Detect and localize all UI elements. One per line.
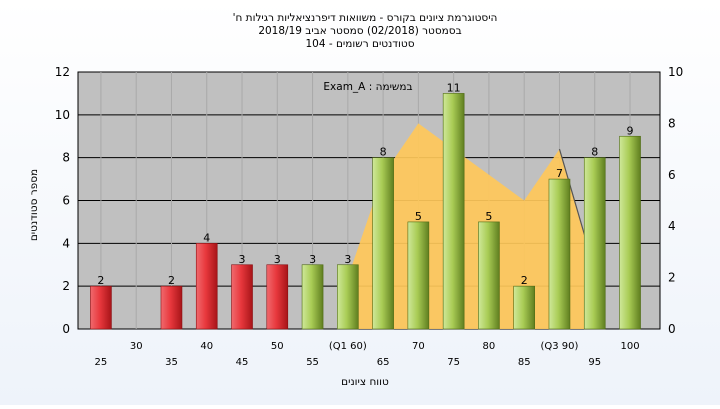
chart-annotation: במשימה : Exam_A — [323, 81, 412, 93]
y-tick-label: 6 — [62, 194, 70, 208]
bar — [337, 264, 359, 330]
x-tick-label: 25 — [95, 357, 108, 368]
y2-tick-label: 4 — [668, 219, 676, 233]
bar — [583, 157, 606, 330]
y2-tick-label: 6 — [668, 168, 676, 182]
x-tick-label: 85 — [518, 357, 531, 368]
y2-axis-ticks: 0 2 4 6 8 10 — [668, 65, 683, 336]
x-tick-label: 55 — [306, 357, 319, 368]
bars-group — [90, 93, 641, 330]
x-tick-label: (Q1 60) — [329, 341, 367, 352]
bar — [478, 221, 500, 330]
bar-value-label: 11 — [447, 81, 461, 94]
bar — [548, 178, 571, 330]
y-tick-label: 0 — [62, 322, 70, 336]
bar-value-label: 3 — [239, 253, 246, 266]
bar-value-label: 3 — [274, 253, 281, 266]
y2-tick-label: 8 — [668, 116, 676, 130]
bar-value-label: 2 — [168, 274, 175, 287]
y-axis-ticks: 0 2 4 6 8 10 12 — [55, 65, 70, 336]
bar — [372, 157, 394, 330]
bar — [442, 93, 465, 330]
bar — [619, 135, 641, 330]
bar — [407, 221, 430, 330]
x-tick-label: 100 — [620, 341, 639, 352]
y2-tick-label: 10 — [668, 65, 683, 79]
bar-value-label: 8 — [380, 146, 387, 159]
bar-value-label: 3 — [344, 253, 351, 266]
x-axis-label: טווח ציונים — [341, 376, 389, 388]
bar — [513, 285, 536, 330]
bar-value-label: 3 — [309, 253, 316, 266]
y-tick-label: 2 — [62, 279, 70, 293]
x-tick-label: 30 — [130, 341, 143, 352]
bar-value-label: 2 — [521, 274, 528, 287]
x-tick-label: 80 — [483, 341, 496, 352]
bar — [266, 264, 289, 330]
bar-value-label: 7 — [556, 167, 563, 180]
bar-value-label: 9 — [627, 124, 634, 137]
y-tick-label: 8 — [62, 151, 70, 165]
chart-title-line-2: בסמסטר (02/2018) סמסטר אביב 2018/19 — [258, 25, 461, 37]
x-tick-label: (Q3 90) — [540, 341, 578, 352]
bar — [231, 264, 253, 330]
x-tick-label: 65 — [377, 357, 390, 368]
bar-labels-group: 2 2 4 3 3 3 3 8 5 11 5 2 7 8 9 — [97, 81, 633, 287]
x-tick-label: 70 — [412, 341, 425, 352]
x-tick-label: 40 — [200, 341, 213, 352]
bar-value-label: 5 — [485, 210, 492, 223]
x-axis-ticks: 25 30 35 40 45 50 55 (Q1 60) 65 70 75 80 85 (Q3 90) 95… — [95, 341, 640, 368]
x-tick-label: 35 — [165, 357, 178, 368]
bar-value-label: 5 — [415, 210, 422, 223]
bar-value-label: 4 — [203, 231, 210, 244]
x-tick-label: 50 — [271, 341, 284, 352]
bar — [195, 243, 218, 330]
y-tick-label: 12 — [55, 65, 70, 79]
chart-title-line-3: סטודנטים רשומים - 104 — [305, 38, 414, 50]
chart-title-line-1: היסטוגרמת ציונים בקורס - משוואות דיפרנצי… — [233, 12, 498, 24]
bar — [301, 264, 324, 330]
bar-value-label: 2 — [97, 274, 104, 287]
y2-tick-label: 0 — [668, 322, 676, 336]
x-tick-label: 95 — [588, 357, 601, 368]
bar — [160, 285, 183, 330]
x-tick-label: 45 — [236, 357, 249, 368]
y-axis-label: מספר סטודנטים — [28, 169, 40, 241]
x-tick-label: 75 — [447, 357, 460, 368]
bar — [90, 285, 112, 330]
y-tick-label: 10 — [55, 108, 70, 122]
y-tick-label: 4 — [62, 236, 70, 250]
y2-tick-label: 2 — [668, 271, 676, 285]
bar-value-label: 8 — [591, 146, 598, 159]
